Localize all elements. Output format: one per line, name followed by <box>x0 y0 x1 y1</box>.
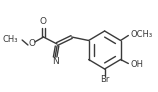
Text: N: N <box>52 58 58 67</box>
Text: CH₃: CH₃ <box>3 36 18 45</box>
Text: O: O <box>28 39 35 48</box>
Text: O: O <box>40 17 47 26</box>
Text: Br: Br <box>100 76 109 84</box>
Text: OH: OH <box>130 60 143 69</box>
Text: OCH₃: OCH₃ <box>130 30 152 39</box>
